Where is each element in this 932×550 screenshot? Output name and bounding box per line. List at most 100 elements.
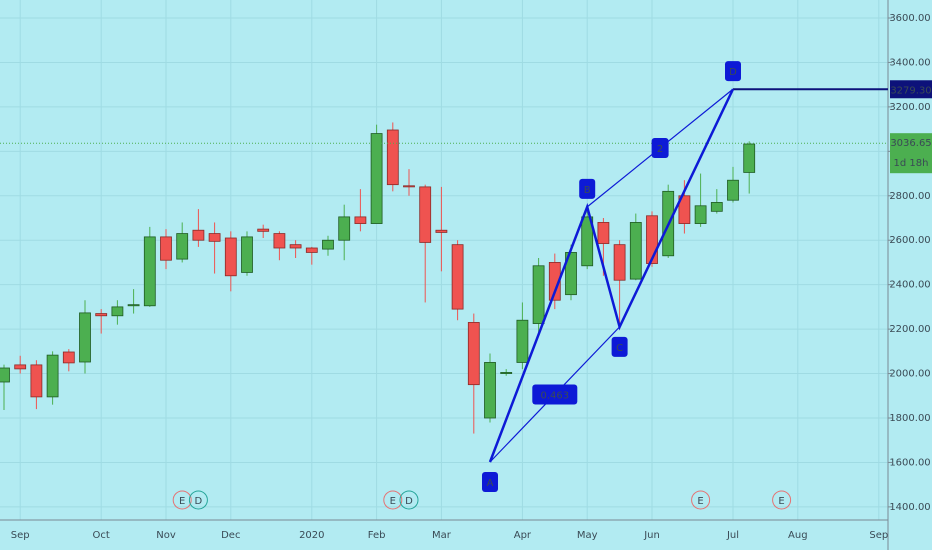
candle-body xyxy=(548,262,561,301)
candle-body xyxy=(46,354,59,398)
point-box xyxy=(579,178,596,199)
candle-body xyxy=(516,319,529,363)
event-marker xyxy=(399,490,419,510)
candle-body xyxy=(743,143,756,173)
x-tick-label: Oct xyxy=(93,530,110,541)
candle-body xyxy=(79,312,91,363)
x-tick-label: Dec xyxy=(221,530,240,541)
event-label: D xyxy=(195,496,203,507)
candle-body xyxy=(710,202,723,212)
event-marker xyxy=(691,490,711,510)
ratio-label: 0.463 xyxy=(540,390,569,401)
event-marker xyxy=(772,490,792,510)
candle-body xyxy=(62,351,75,364)
event-label: E xyxy=(390,496,396,507)
candle-body xyxy=(322,239,334,250)
candle-body xyxy=(484,362,496,419)
candle-body xyxy=(646,215,658,264)
candle-body xyxy=(435,229,448,233)
last-price-label: 3036.65 xyxy=(890,138,931,149)
x-tick-label: May xyxy=(577,530,598,541)
x-tick-label: Sep xyxy=(869,530,888,541)
candle-body xyxy=(241,236,253,273)
candle-body xyxy=(127,304,140,307)
x-tick-label: Apr xyxy=(514,530,532,541)
candle-body xyxy=(613,244,626,281)
event-label: E xyxy=(778,496,784,507)
point-box xyxy=(725,61,741,82)
x-tick-label: Jun xyxy=(643,530,660,541)
candle-body xyxy=(370,133,383,224)
candle-body xyxy=(581,216,594,267)
candle-body xyxy=(224,237,237,277)
y-tick-label: 2800.00 xyxy=(889,191,930,202)
candle-body xyxy=(597,222,610,244)
point-label: D xyxy=(729,67,737,78)
candle-body xyxy=(289,244,302,249)
y-tick-label: 2600.00 xyxy=(889,235,930,246)
candle-body xyxy=(305,247,318,253)
y-tick-label: 3600.00 xyxy=(889,13,930,24)
event-label: E xyxy=(697,496,703,507)
x-tick-label: 2020 xyxy=(299,530,324,541)
y-tick-label: 3200.00 xyxy=(889,102,930,113)
last-price-box xyxy=(890,133,932,174)
x-tick-label: Sep xyxy=(11,530,30,541)
candle-body xyxy=(14,364,27,370)
event-marker xyxy=(172,490,192,510)
y-tick-label: 1800.00 xyxy=(889,413,930,424)
candle-body xyxy=(338,216,351,241)
pattern-line xyxy=(488,88,735,463)
target-price-label: 3279.30 xyxy=(890,85,931,96)
y-tick-label: 2200.00 xyxy=(889,324,930,335)
candle-body xyxy=(386,129,399,186)
x-tick-label: Jul xyxy=(726,530,739,541)
x-tick-label: Aug xyxy=(788,530,808,541)
point-box xyxy=(611,336,628,357)
ratio-label: 2 xyxy=(657,144,663,155)
y-tick-label: 2400.00 xyxy=(889,280,930,291)
candle-body xyxy=(192,229,205,241)
candle-body xyxy=(451,244,464,310)
point-box xyxy=(482,472,498,492)
candle-body xyxy=(0,367,10,383)
y-tick-label: 1400.00 xyxy=(889,502,930,513)
candle-body xyxy=(727,179,739,201)
candle-body xyxy=(354,216,367,224)
event-label: E xyxy=(179,496,185,507)
ratio-box xyxy=(651,138,669,158)
candle-body xyxy=(160,236,172,261)
y-tick-label: 3400.00 xyxy=(889,57,930,68)
point-label: C xyxy=(616,343,623,354)
candle-body xyxy=(208,233,221,242)
candle-body xyxy=(694,205,707,224)
candle-body xyxy=(176,233,189,260)
candle-body xyxy=(403,185,415,188)
y-tick-label: 1600.00 xyxy=(889,457,930,468)
candle-body xyxy=(500,372,513,374)
x-tick-label: Nov xyxy=(156,530,176,541)
countdown: 1d 18h xyxy=(894,158,929,169)
candle-body xyxy=(95,313,108,317)
candle-body xyxy=(678,195,691,224)
candle-body xyxy=(257,228,270,232)
candle-body xyxy=(419,186,432,243)
target-price-box xyxy=(890,80,932,99)
x-tick-label: Mar xyxy=(432,530,452,541)
candle-body xyxy=(532,265,545,324)
event-marker xyxy=(188,490,208,510)
candle-body xyxy=(30,364,43,398)
candle-body xyxy=(467,322,480,386)
point-label: B xyxy=(584,185,591,196)
y-tick-label: 2000.00 xyxy=(889,369,930,380)
candle-body xyxy=(629,222,642,280)
candle-body xyxy=(143,236,156,307)
candle-body xyxy=(273,233,286,249)
x-tick-label: Feb xyxy=(368,530,386,541)
point-label: A xyxy=(487,478,494,489)
event-marker xyxy=(383,490,403,510)
candle-body xyxy=(111,306,124,317)
ratio-box xyxy=(532,384,578,405)
event-label: D xyxy=(405,496,413,507)
